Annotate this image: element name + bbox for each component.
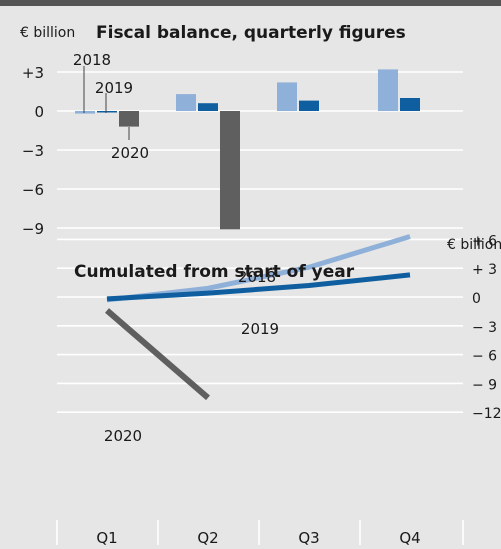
bottom-series-label-2019: 2019 — [241, 320, 279, 338]
top-y-tick-label: +3 — [22, 64, 44, 82]
top-chart-title: Fiscal balance, quarterly figures — [96, 23, 406, 43]
grid-layer — [56, 71, 464, 545]
top-series-label-2018: 2018 — [73, 51, 111, 69]
top-series-label-2019: 2019 — [95, 79, 133, 97]
x-category-label: Q1 — [96, 529, 117, 547]
top-unit-label: € billion — [20, 25, 75, 41]
bar-2019-Q4 — [400, 98, 420, 111]
top-rule — [0, 0, 501, 6]
bottom-y-tick-label: − 6 — [472, 349, 497, 365]
bar-2018-Q3 — [277, 82, 297, 111]
bottom-unit-label: € billion — [447, 237, 501, 253]
bar-2019-Q3 — [299, 100, 319, 111]
x-category-label: Q2 — [197, 529, 218, 547]
top-y-tick-label: 0 — [34, 103, 44, 121]
bottom-chart-title: Cumulated from start of year — [74, 262, 355, 282]
top-y-tick-label: −9 — [22, 220, 44, 238]
text-layer: € billion Fiscal balance, quarterly figu… — [20, 23, 501, 547]
bottom-y-tick-label: − 9 — [472, 377, 497, 393]
x-category-label: Q3 — [298, 529, 319, 547]
bottom-y-tick-label: 0 — [472, 291, 481, 307]
bar-2018-Q2 — [176, 94, 196, 111]
bar-2020-Q2 — [220, 111, 240, 230]
bar-2019-Q1 — [97, 111, 117, 113]
top-y-tick-label: −6 — [22, 181, 44, 199]
bottom-series-label-2020: 2020 — [104, 427, 142, 445]
bar-2018-Q1 — [75, 111, 95, 114]
top-series-label-2020: 2020 — [111, 144, 149, 162]
line-series-2019 — [106, 272, 411, 302]
bottom-y-tick-label: + 6 — [472, 233, 497, 249]
bottom-series-label-2018: 2018 — [238, 268, 276, 286]
top-y-tick-label: −3 — [22, 142, 44, 160]
marks-layer — [75, 69, 420, 401]
line-series-2020 — [105, 308, 210, 401]
bar-2020-Q1 — [119, 111, 139, 127]
bar-2018-Q4 — [378, 69, 398, 111]
x-category-label: Q4 — [399, 529, 420, 547]
bottom-y-tick-label: −12 — [472, 406, 501, 422]
bottom-y-tick-label: + 3 — [472, 262, 497, 278]
bar-2019-Q2 — [198, 103, 218, 111]
bottom-y-tick-label: − 3 — [472, 320, 497, 336]
